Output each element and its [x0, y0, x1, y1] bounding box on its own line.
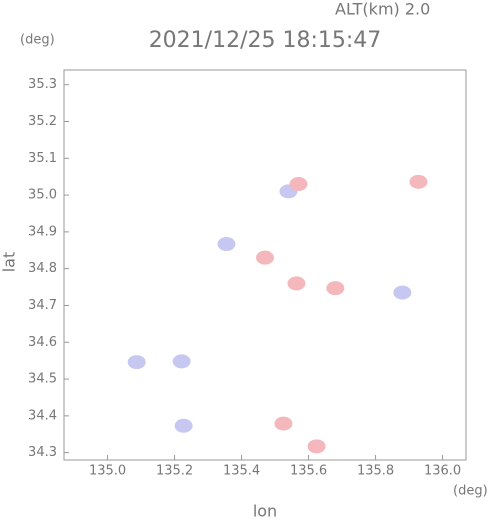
y-tick-label: 35.0 [28, 188, 57, 203]
y-tick-label: 34.5 [28, 372, 57, 387]
echo-blob [274, 416, 293, 431]
echo-blob [393, 285, 412, 300]
plot-frame [63, 69, 467, 461]
y-tick-label: 34.6 [28, 335, 57, 350]
echo-blob [287, 276, 306, 291]
echo-blob [289, 177, 308, 192]
y-unit: (deg) [20, 33, 55, 48]
echo-blob [172, 354, 191, 369]
y-tick-label: 35.2 [28, 114, 57, 129]
echo-blob [409, 174, 428, 189]
x-tick-label: 136.0 [424, 464, 461, 479]
echo-blob [127, 355, 146, 370]
y-tick-label: 34.4 [28, 408, 57, 423]
x-tick-label: 135.4 [223, 464, 260, 479]
y-tick-label: 35.3 [28, 77, 57, 92]
echo-blob [307, 439, 326, 454]
echo-blob [174, 418, 193, 433]
chart-title: 2021/12/25 18:15:47 [149, 28, 382, 53]
y-tick-label: 34.3 [28, 445, 57, 460]
echo-blob [256, 250, 274, 265]
x-tick-label: 135.6 [290, 464, 327, 479]
y-tick-label: 34.9 [28, 224, 57, 239]
y-axis-label: lat [0, 252, 19, 273]
x-tick-label: 135.8 [357, 464, 394, 479]
chart-subtitle: ALT(km) 2.0 [335, 0, 430, 19]
echo-blob [217, 237, 236, 252]
x-unit: (deg) [453, 484, 488, 499]
x-tick-label: 135.0 [89, 464, 126, 479]
echo-blob [326, 281, 345, 296]
x-tick-label: 135.2 [156, 464, 193, 479]
y-tick-label: 34.8 [28, 261, 57, 276]
y-tick-label: 35.1 [28, 151, 57, 166]
x-axis-label: lon [253, 502, 277, 521]
y-tick-label: 34.7 [28, 298, 57, 313]
